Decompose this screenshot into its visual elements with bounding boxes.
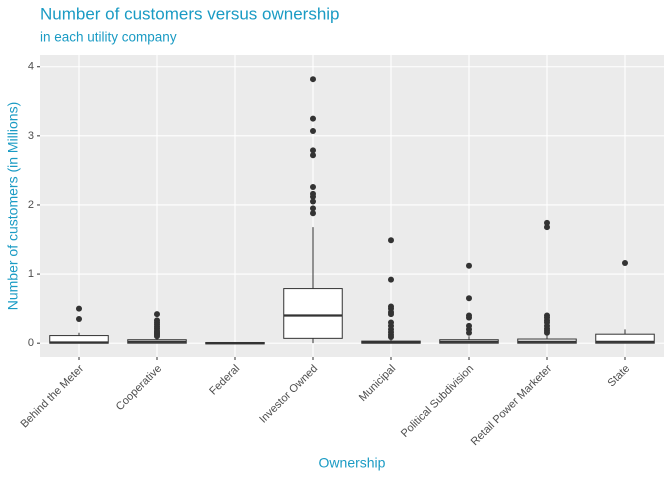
y-tick-label: 0 xyxy=(28,337,34,349)
outlier xyxy=(388,276,394,283)
panel xyxy=(40,55,664,357)
chart-subtitle: in each utility company xyxy=(40,30,177,45)
outlier xyxy=(76,315,82,322)
outlier xyxy=(154,333,160,340)
outlier xyxy=(310,76,316,83)
chart-title: Number of customers versus ownership xyxy=(40,4,340,23)
x-axis-title: Ownership xyxy=(319,455,386,471)
x-tick-label: Cooperative xyxy=(114,363,164,413)
outlier xyxy=(544,224,550,231)
y-tick-label: 4 xyxy=(28,61,34,73)
x-tick-label: Investor Owned xyxy=(257,363,320,426)
outlier xyxy=(310,198,316,205)
outlier xyxy=(310,183,316,190)
y-tick-label: 3 xyxy=(28,130,34,142)
outlier xyxy=(466,295,472,302)
y-tick-label: 2 xyxy=(28,199,34,211)
x-tick-label: State xyxy=(606,363,633,390)
outlier xyxy=(154,311,160,318)
outlier xyxy=(310,210,316,217)
outlier xyxy=(310,152,316,159)
outlier xyxy=(388,311,394,318)
outlier xyxy=(466,262,472,269)
outlier xyxy=(544,219,550,226)
x-tick-label: Federal xyxy=(207,363,242,398)
box xyxy=(595,333,655,344)
outlier xyxy=(388,333,394,340)
y-tick-label: 1 xyxy=(28,268,34,280)
x-tick-label: Behind the Meter xyxy=(18,362,86,430)
x-tick-label: Municipal xyxy=(357,363,398,404)
x-tick-label: Political Subdivision xyxy=(399,363,476,440)
outlier xyxy=(310,205,316,212)
outlier xyxy=(76,305,82,312)
y-axis-title: Number of customers (in Millions) xyxy=(5,102,21,311)
outlier xyxy=(544,329,550,336)
outlier xyxy=(310,147,316,154)
outlier xyxy=(622,260,628,267)
outlier xyxy=(310,193,316,200)
outlier xyxy=(466,314,472,321)
outlier xyxy=(310,128,316,135)
outlier xyxy=(388,237,394,244)
outlier xyxy=(466,329,472,336)
outlier xyxy=(310,115,316,122)
box xyxy=(283,288,343,339)
x-tick-label: Retail Power Marketer xyxy=(469,362,555,448)
